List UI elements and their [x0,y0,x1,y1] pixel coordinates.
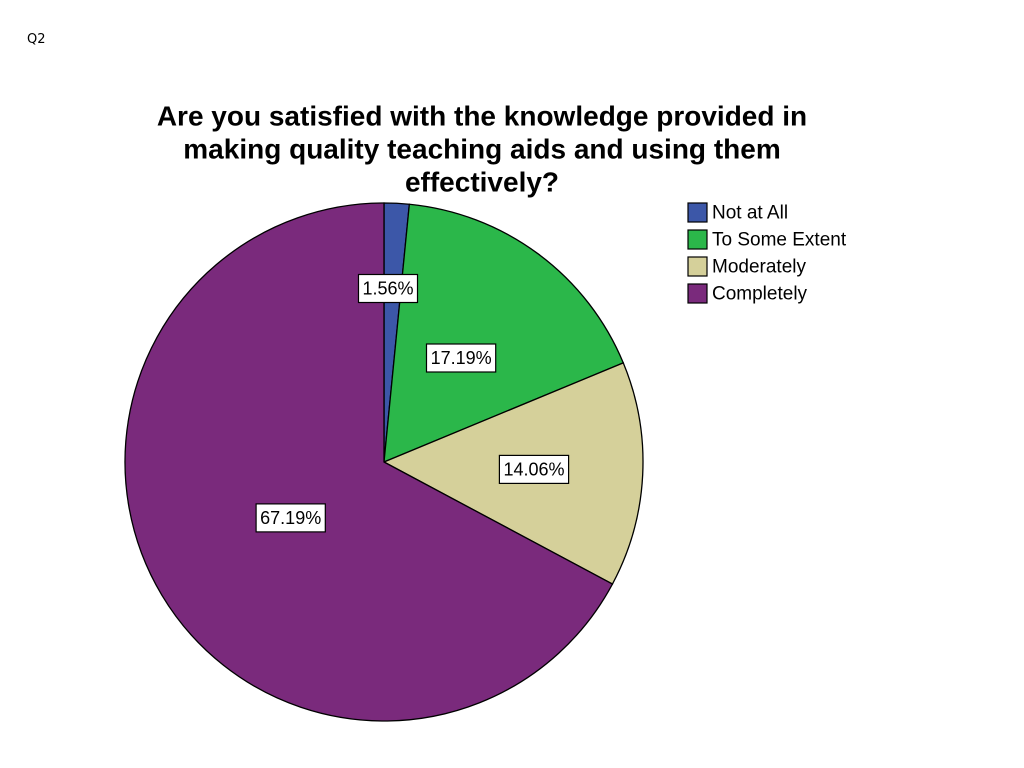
slide-label: Q2 [27,32,46,47]
legend-swatch-1 [687,202,708,223]
pie-data-label-text-4: 67.19% [260,508,321,528]
legend-label-2: To Some Extent [712,230,847,251]
pie-data-label-text-2: 17.19% [431,348,492,368]
pie-data-label-4: 67.19% [255,503,326,533]
pie-data-label-3: 14.06% [498,454,570,484]
pie-data-label-text-1: 1.56% [362,278,413,298]
pie-data-label-1: 1.56% [357,273,419,304]
chart-legend: Not at All To Some Extent Moderately Comple… [687,202,847,305]
legend-swatch-2 [687,229,708,250]
pie-data-label-box-2 [425,343,497,373]
pie-data-label-2: 17.19% [425,343,497,373]
pie-data-label-box-1 [357,273,419,304]
legend-label-3: Moderately [712,257,806,278]
legend-item-completely: Completely [687,283,808,305]
legend-label-4: Completely [712,284,808,305]
legend-item-not-at-all: Not at All [687,202,788,224]
pie-slice-completely [124,202,614,722]
pie-data-labels: 1.56% 17.19% 14.06% 67.19% [255,273,570,533]
pie-slice-to-some-extent [383,203,625,464]
pie-data-label-box-3 [498,454,570,484]
pie-data-label-box-4 [255,503,326,533]
chart-title: Are you satisfied with the knowledge pro… [157,100,807,197]
chart-title-line-2: making quality teaching aids and using t… [183,133,780,164]
chart-title-line-1: Are you satisfied with the knowledge pro… [157,100,807,131]
legend-swatch-4 [687,283,708,304]
legend-label-1: Not at All [712,203,788,224]
chart-title-line-3: effectively? [405,166,559,197]
legend-swatch-3 [687,256,708,277]
pie-data-label-text-3: 14.06% [504,459,565,479]
legend-item-moderately: Moderately [687,256,806,278]
legend-item-to-some-extent: To Some Extent [687,229,847,251]
